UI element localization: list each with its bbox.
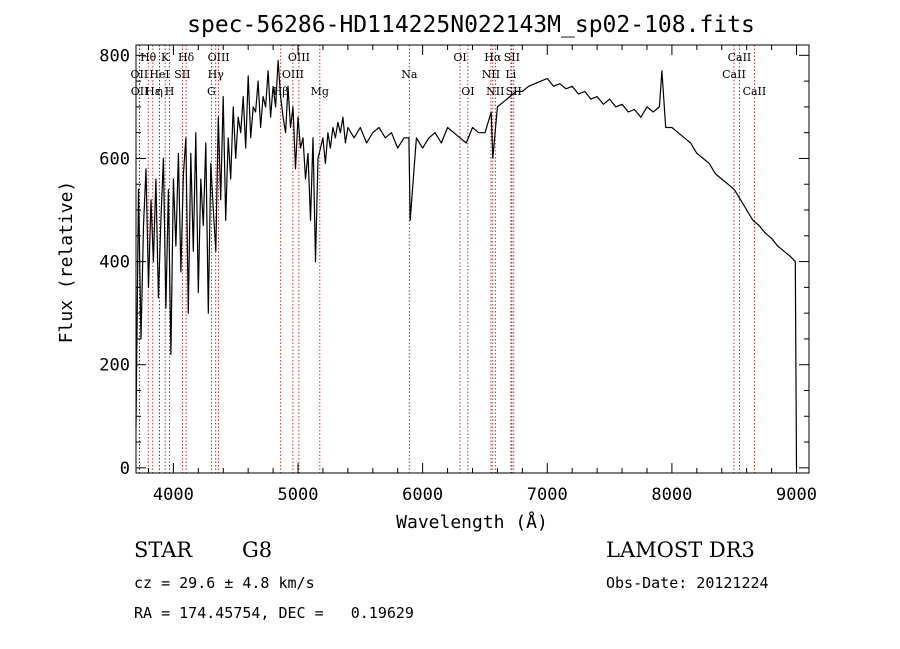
y-tick-label: 0 (120, 459, 130, 479)
x-tick-label: 9000 (776, 485, 817, 505)
spectral-line-label: CaII (743, 85, 767, 98)
spectral-line-label: η (156, 85, 163, 98)
redshift-cz: cz = 29.6 ± 4.8 km/s (134, 574, 315, 592)
y-tick-label: 600 (99, 149, 130, 169)
spectral-line-label: OII (131, 68, 149, 81)
spectral-line-label: NII (486, 85, 504, 98)
spectral-line-label: OI (453, 51, 466, 64)
coordinates: RA = 174.45754, DEC = 0.19629 (134, 604, 414, 622)
spectral-line-label: Hθ (140, 51, 157, 64)
spectral-line-label: Na (401, 68, 418, 81)
flux-series-line (135, 59, 798, 468)
x-tick-label: 6000 (402, 485, 443, 505)
object-subclass: G8 (242, 538, 273, 562)
spectral-line-label: Hγ (208, 68, 225, 81)
y-tick-label: 800 (99, 46, 130, 66)
x-tick-label: 7000 (527, 485, 568, 505)
spectral-line-label: OII (131, 85, 149, 98)
spectral-line-label: CaII (728, 51, 752, 64)
spectral-line-label: H (165, 85, 175, 98)
spectral-line-label: SII (506, 85, 522, 98)
observation-date: Obs-Date: 20121224 (606, 574, 769, 592)
x-tick-label: 8000 (651, 485, 692, 505)
spectral-line-label: Hδ (178, 51, 195, 64)
survey-name: LAMOST DR3 (606, 538, 755, 562)
spectral-line-label: K (161, 51, 170, 64)
x-tick-label: 4000 (153, 485, 194, 505)
spectral-line-label: Li (505, 68, 516, 81)
spectral-line-label: Hβ (273, 85, 289, 98)
y-tick-label: 200 (99, 356, 130, 376)
y-tick-label: 400 (99, 253, 130, 273)
y-axis-label: Flux (relative) (56, 181, 77, 344)
spectral-line-label: Hα (484, 51, 502, 64)
plot-frame (135, 44, 810, 474)
x-tick-label: 5000 (278, 485, 319, 505)
spectral-line-label: OIII (282, 68, 304, 81)
spectral-line-label: HeI (149, 68, 169, 81)
spectral-line-label: G (207, 85, 216, 98)
spectral-line-label: OIII (288, 51, 310, 64)
spectral-line-label: Mg (311, 85, 329, 98)
spectral-line-label: CaII (722, 68, 746, 81)
spectral-line-label: OIII (208, 51, 230, 64)
spectral-line-label: NII (482, 68, 500, 81)
spectral-line-label: Hε (145, 85, 161, 98)
x-axis-label: Wavelength (Å) (396, 511, 548, 533)
spectral-line-label: SII (174, 68, 190, 81)
object-class: STAR (134, 538, 193, 562)
spectral-line-label: SII (504, 51, 520, 64)
chart-title: spec-56286-HD114225N022143M_sp02-108.fit… (187, 12, 755, 38)
spectral-line-label: OI (461, 85, 474, 98)
